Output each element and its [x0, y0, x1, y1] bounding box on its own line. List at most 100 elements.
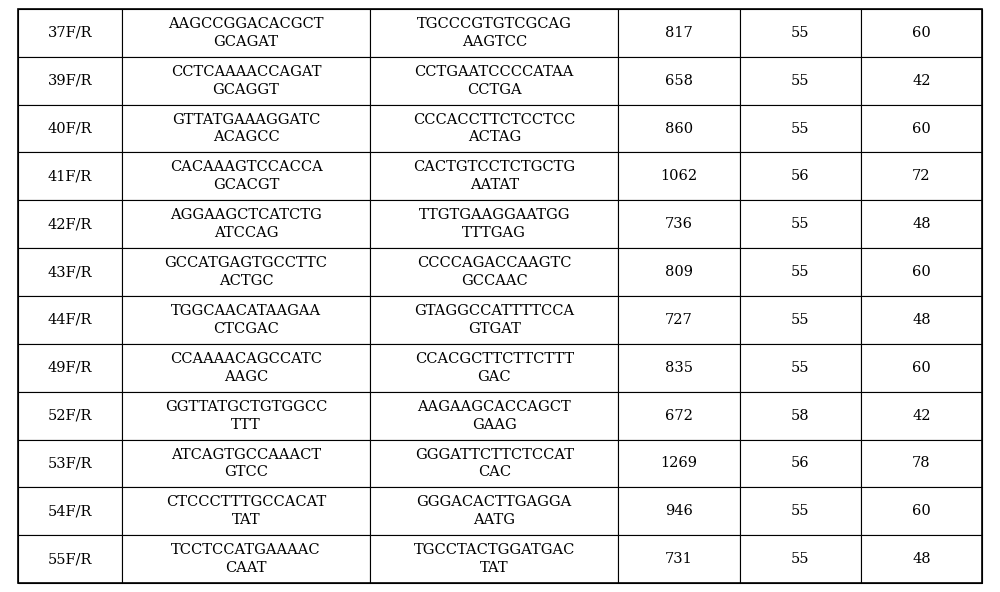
Bar	[740, 57, 861, 105]
Text: 860: 860	[665, 121, 693, 136]
Text: AAGAAGCACCAGCT
GAAG: AAGAAGCACCAGCT GAAG	[417, 400, 571, 432]
Bar	[740, 344, 861, 392]
Text: TGCCTACTGGATGAC
TAT: TGCCTACTGGATGAC TAT	[414, 543, 575, 575]
Text: GTAGGCCATTTTCCA
GTGAT: GTAGGCCATTTTCCA GTGAT	[414, 304, 574, 336]
Bar	[370, 105, 618, 152]
Bar	[18, 296, 122, 344]
Text: 55: 55	[791, 121, 809, 136]
Bar	[740, 248, 861, 296]
Bar	[122, 248, 370, 296]
Bar	[861, 344, 982, 392]
Bar	[740, 105, 861, 152]
Text: 55: 55	[791, 217, 809, 231]
Bar	[370, 296, 618, 344]
Text: 39F/R: 39F/R	[48, 73, 92, 88]
Text: 55: 55	[791, 504, 809, 519]
Bar	[122, 296, 370, 344]
Bar	[370, 153, 618, 200]
Text: 672: 672	[665, 408, 693, 423]
Bar	[861, 57, 982, 105]
Bar	[18, 57, 122, 105]
Text: 54F/R: 54F/R	[48, 504, 92, 519]
Bar	[18, 344, 122, 392]
Text: TCCTCCATGAAAAC
CAAT: TCCTCCATGAAAAC CAAT	[171, 543, 321, 575]
Bar	[122, 392, 370, 439]
Text: 817: 817	[665, 26, 693, 40]
Bar	[740, 487, 861, 535]
Bar	[18, 105, 122, 152]
Bar	[861, 392, 982, 439]
Text: 78: 78	[912, 456, 931, 471]
Bar	[370, 392, 618, 439]
Bar	[18, 153, 122, 200]
Text: 56: 56	[791, 456, 809, 471]
Bar	[122, 9, 370, 57]
Text: 55: 55	[791, 265, 809, 279]
Text: TGCCCGTGTCGCAG
AAGTCC: TGCCCGTGTCGCAG AAGTCC	[417, 17, 572, 49]
Text: 55: 55	[791, 26, 809, 40]
Bar	[618, 535, 740, 583]
Text: 1062: 1062	[660, 169, 698, 184]
Bar	[370, 9, 618, 57]
Bar	[122, 153, 370, 200]
Text: GCCATGAGTGCCTTC
ACTGC: GCCATGAGTGCCTTC ACTGC	[165, 256, 328, 288]
Bar	[18, 9, 122, 57]
Bar	[618, 9, 740, 57]
Text: CCTCAAAACCAGAT
GCAGGT: CCTCAAAACCAGAT GCAGGT	[171, 65, 321, 96]
Text: 48: 48	[912, 313, 931, 327]
Text: 60: 60	[912, 361, 931, 375]
Text: 1269: 1269	[660, 456, 697, 471]
Bar	[861, 153, 982, 200]
Bar	[618, 153, 740, 200]
Text: TGGCAACATAAGAA
CTCGAC: TGGCAACATAAGAA CTCGAC	[171, 304, 321, 336]
Text: 727: 727	[665, 313, 693, 327]
Bar	[861, 105, 982, 152]
Bar	[122, 535, 370, 583]
Bar	[122, 105, 370, 152]
Bar	[618, 296, 740, 344]
Text: GGGATTCTTCTCCAT
CAC: GGGATTCTTCTCCAT CAC	[415, 448, 574, 480]
Bar	[618, 344, 740, 392]
Text: 60: 60	[912, 265, 931, 279]
Text: ATCAGTGCCAAACT
GTCC: ATCAGTGCCAAACT GTCC	[171, 448, 321, 480]
Text: GGGACACTTGAGGA
AATG: GGGACACTTGAGGA AATG	[417, 496, 572, 527]
Bar	[861, 439, 982, 487]
Bar	[618, 439, 740, 487]
Bar	[861, 487, 982, 535]
Text: 736: 736	[665, 217, 693, 231]
Bar	[740, 392, 861, 439]
Text: 55F/R: 55F/R	[48, 552, 92, 566]
Bar	[618, 487, 740, 535]
Bar	[370, 487, 618, 535]
Text: 48: 48	[912, 552, 931, 566]
Bar	[18, 392, 122, 439]
Text: CCCACCTTCTCCTCC
ACTAG: CCCACCTTCTCCTCC ACTAG	[413, 112, 575, 144]
Bar	[370, 344, 618, 392]
Bar	[861, 9, 982, 57]
Bar	[618, 105, 740, 152]
Bar	[618, 392, 740, 439]
Text: CACAAAGTCCACCA
GCACGT: CACAAAGTCCACCA GCACGT	[170, 160, 322, 192]
Text: 44F/R: 44F/R	[48, 313, 92, 327]
Bar	[740, 200, 861, 248]
Bar	[740, 153, 861, 200]
Text: 658: 658	[665, 73, 693, 88]
Text: 55: 55	[791, 73, 809, 88]
Bar	[861, 248, 982, 296]
Text: 72: 72	[912, 169, 931, 184]
Text: 48: 48	[912, 217, 931, 231]
Text: 42: 42	[912, 73, 931, 88]
Bar	[740, 535, 861, 583]
Bar	[122, 487, 370, 535]
Text: 55: 55	[791, 313, 809, 327]
Bar	[370, 200, 618, 248]
Text: AGGAAGCTCATCTG
ATCCAG: AGGAAGCTCATCTG ATCCAG	[170, 208, 322, 240]
Text: CCCCAGACCAAGTC
GCCAAC: CCCCAGACCAAGTC GCCAAC	[417, 256, 571, 288]
Text: 43F/R: 43F/R	[48, 265, 92, 279]
Bar	[122, 57, 370, 105]
Text: 56: 56	[791, 169, 809, 184]
Bar	[861, 296, 982, 344]
Text: 55: 55	[791, 361, 809, 375]
Bar	[618, 248, 740, 296]
Text: CACTGTCCTCTGCTG
AATAT: CACTGTCCTCTGCTG AATAT	[413, 160, 575, 192]
